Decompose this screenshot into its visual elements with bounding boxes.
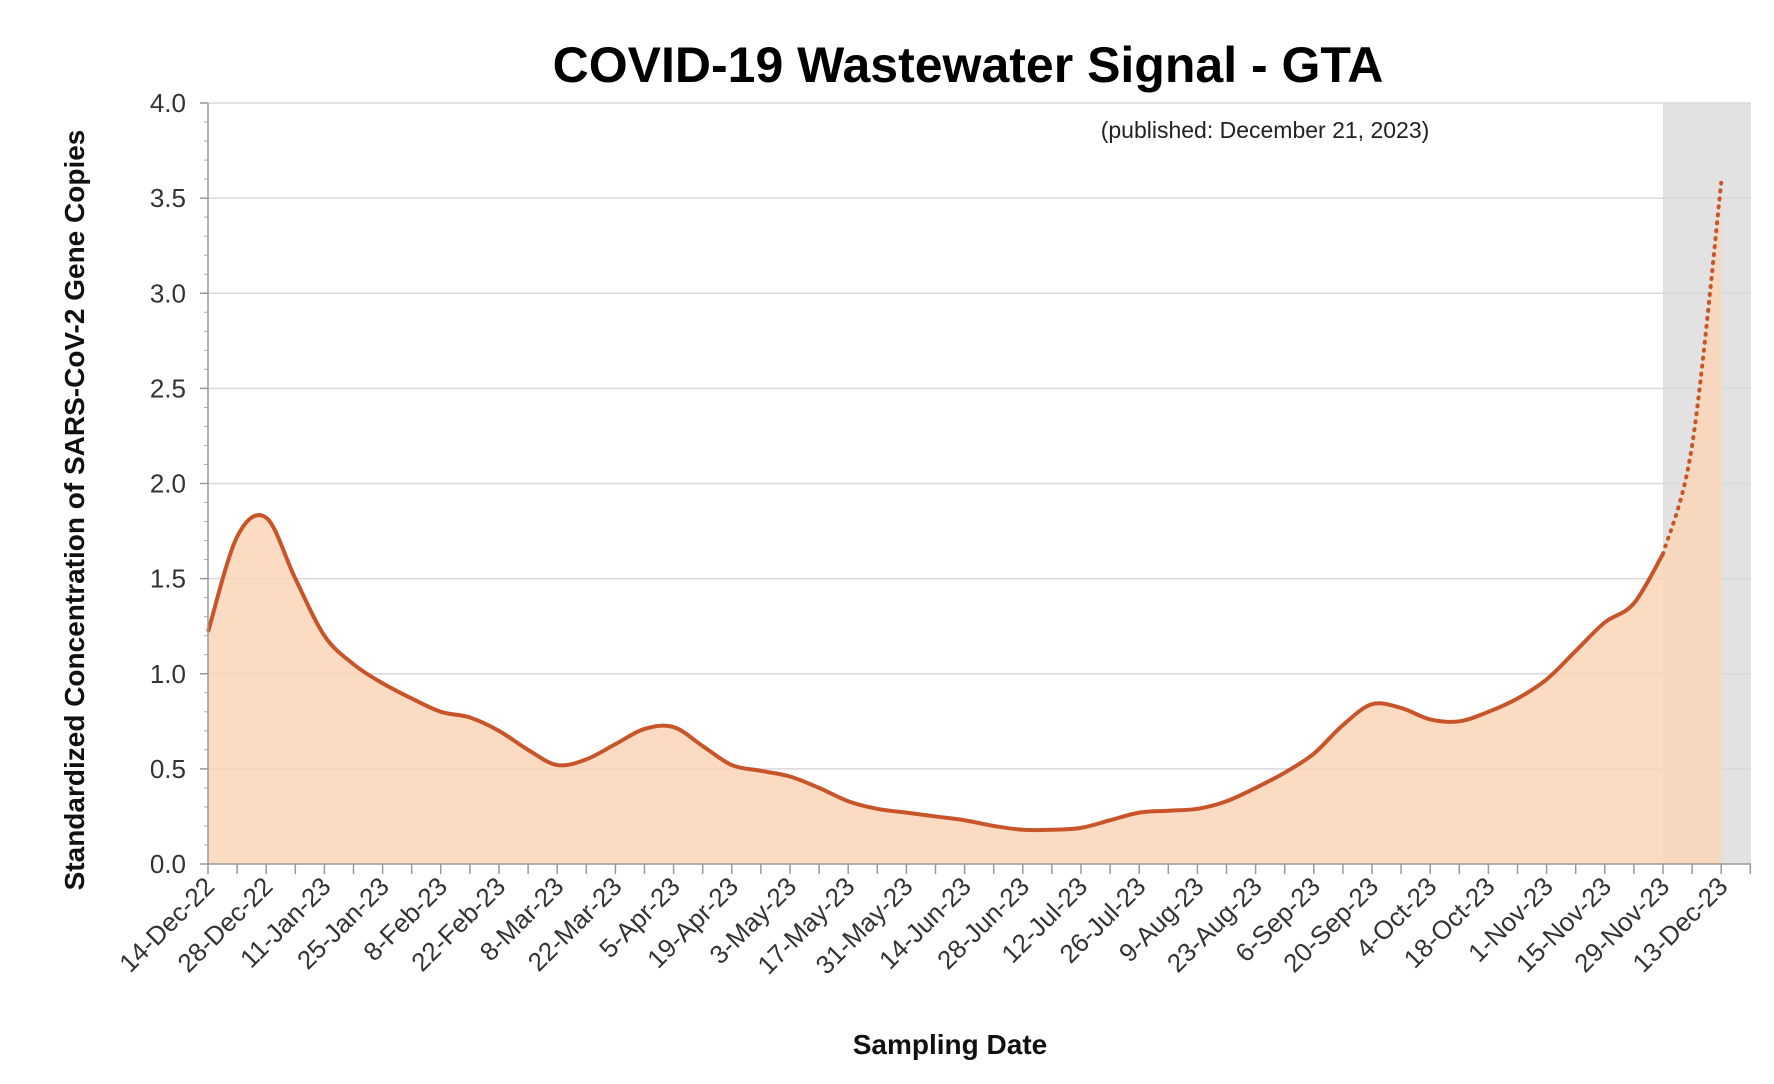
y-axis-title: Standardized Concentration of SARS-CoV-2… — [59, 130, 90, 891]
y-tick-label: 4.0 — [150, 88, 186, 118]
y-tick-label: 1.5 — [150, 564, 186, 594]
y-tick-label: 2.5 — [150, 373, 186, 403]
chart-title: COVID-19 Wastewater Signal - GTA — [553, 37, 1384, 93]
y-tick-label: 0.5 — [150, 754, 186, 784]
y-tick-label: 0.0 — [150, 849, 186, 879]
chart-subtitle: (published: December 21, 2023) — [1101, 117, 1430, 143]
y-tick-label: 1.0 — [150, 659, 186, 689]
x-axis-title: Sampling Date — [853, 1029, 1047, 1060]
y-tick-label: 3.0 — [150, 278, 186, 308]
y-tick-label: 3.5 — [150, 183, 186, 213]
observed-series-line — [206, 513, 1665, 833]
projected-series-line — [1661, 180, 1724, 556]
signal-area-fill — [208, 182, 1722, 864]
y-tick-label: 2.0 — [150, 469, 186, 499]
